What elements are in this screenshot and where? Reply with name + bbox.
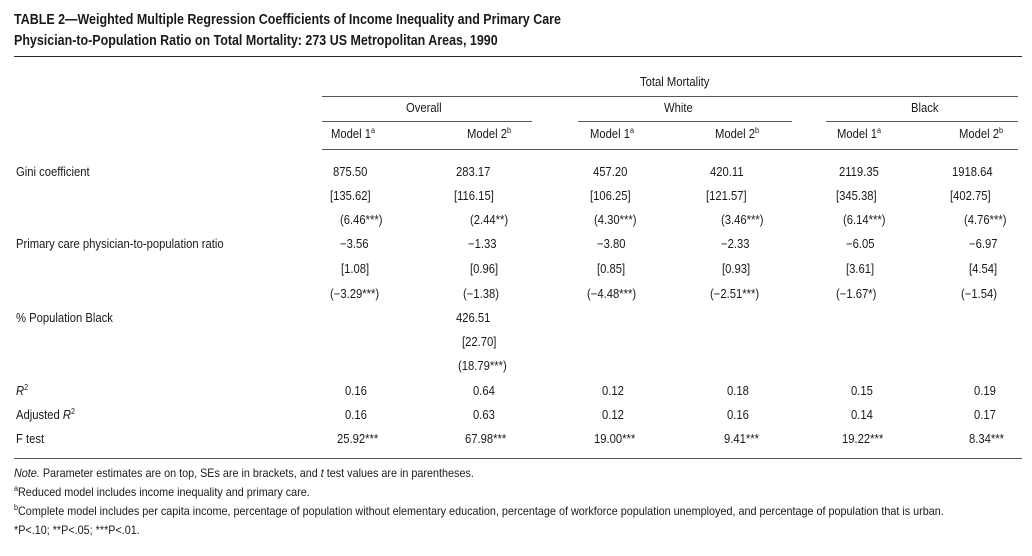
gini-se: [135.62] [330,189,371,203]
model-rule [322,149,1018,150]
f-test-value: 25.92*** [337,432,379,446]
gini-t: (2.44**) [470,213,509,227]
group-rule-black [826,121,1018,122]
r2-value: 0.19 [974,384,996,398]
pcp-t: (−2.51***) [710,287,760,301]
gini-t: (4.76***) [964,213,1007,227]
model-header: Model 2b [467,125,512,141]
adj-r2-value: 0.16 [345,408,367,422]
group-overall: Overall [406,101,442,115]
row-label-f-test: F test [16,432,45,446]
title-line-1: TABLE 2—Weighted Multiple Regression Coe… [14,12,561,28]
pcp-coef: −3.80 [597,237,626,251]
group-white: White [664,101,693,115]
gini-coef: 283.17 [456,165,491,179]
r2-value: 0.12 [602,384,624,398]
title-rule [14,56,1022,57]
gini-coef: 457.20 [593,165,628,179]
model-header: Model 2b [959,125,1004,141]
gini-se: [121.57] [706,189,747,203]
pcp-t: (−1.67*) [836,287,877,301]
gini-coef: 420.11 [710,165,744,179]
r2-value: 0.16 [345,384,367,398]
adj-r2-value: 0.16 [727,408,749,422]
pcp-se: [1.08] [341,262,370,276]
f-test-value: 67.98*** [465,432,507,446]
gini-se: [345.38] [836,189,877,203]
row-label-pct-black: % Population Black [16,311,113,325]
model-header: Model 1a [590,125,635,141]
pcp-coef: −6.05 [846,237,875,251]
gini-t: (3.46***) [721,213,764,227]
row-label-gini: Gini coefficient [16,165,90,179]
table-note: Note. Parameter estimates are on top, SE… [14,466,474,480]
significance-note: *P<.10; **P<.05; ***P<.01. [14,523,140,537]
gini-t: (6.14***) [843,213,886,227]
table-title: TABLE 2—Weighted Multiple Regression Coe… [14,10,561,52]
spanner-rule [322,96,1018,97]
r2-value: 0.64 [473,384,495,398]
f-test-value: 8.34*** [969,432,1005,446]
pcp-coef: −1.33 [468,237,497,251]
pcp-se: [0.93] [722,262,751,276]
row-label-pcp: Primary care physician-to-population rat… [16,237,224,251]
adj-r2-value: 0.14 [851,408,873,422]
gini-coef: 875.50 [333,165,368,179]
f-test-value: 19.22*** [842,432,884,446]
pct-black-coef: 426.51 [456,311,491,325]
model-header: Model 2b [715,125,760,141]
f-test-value: 9.41*** [724,432,760,446]
gini-se: [116.15] [454,189,494,203]
row-label-r2: R2 [16,382,29,398]
adj-r2-value: 0.17 [974,408,996,422]
pcp-t: (−1.38) [463,287,499,301]
f-test-value: 19.00*** [594,432,636,446]
model-header: Model 1a [837,125,882,141]
r2-value: 0.18 [727,384,749,398]
group-rule-white [578,121,792,122]
pcp-coef: −6.97 [969,237,998,251]
title-line-2: Physician-to-Population Ratio on Total M… [14,33,498,49]
gini-se: [402.75] [950,189,991,203]
footnote-b: bComplete model includes per capita inco… [14,503,944,519]
gini-t: (6.46***) [340,213,383,227]
model-header: Model 1a [331,125,376,141]
bottom-rule [14,458,1022,459]
group-black: Black [911,101,939,115]
adj-r2-value: 0.63 [473,408,495,422]
gini-se: [106.25] [590,189,631,203]
pcp-t: (−3.29***) [330,287,380,301]
adj-r2-value: 0.12 [602,408,624,422]
pcp-se: [0.96] [470,262,499,276]
row-label-adj-r2: Adjusted R2 [16,406,76,422]
footnote-a: aReduced model includes income inequalit… [14,484,310,500]
r2-value: 0.15 [851,384,873,398]
gini-coef: 2119.35 [839,165,879,179]
gini-t: (4.30***) [594,213,637,227]
pcp-se: [4.54] [969,262,998,276]
pct-black-se: [22.70] [462,335,497,349]
pcp-se: [0.85] [597,262,626,276]
pcp-se: [3.61] [846,262,875,276]
group-rule-overall [322,121,532,122]
pcp-t: (−1.54) [961,287,997,301]
pcp-coef: −3.56 [340,237,369,251]
gini-coef: 1918.64 [952,165,993,179]
pcp-t: (−4.48***) [587,287,637,301]
pct-black-t: (18.79***) [458,359,507,373]
pcp-coef: −2.33 [721,237,750,251]
spanner-total-mortality: Total Mortality [640,75,710,89]
